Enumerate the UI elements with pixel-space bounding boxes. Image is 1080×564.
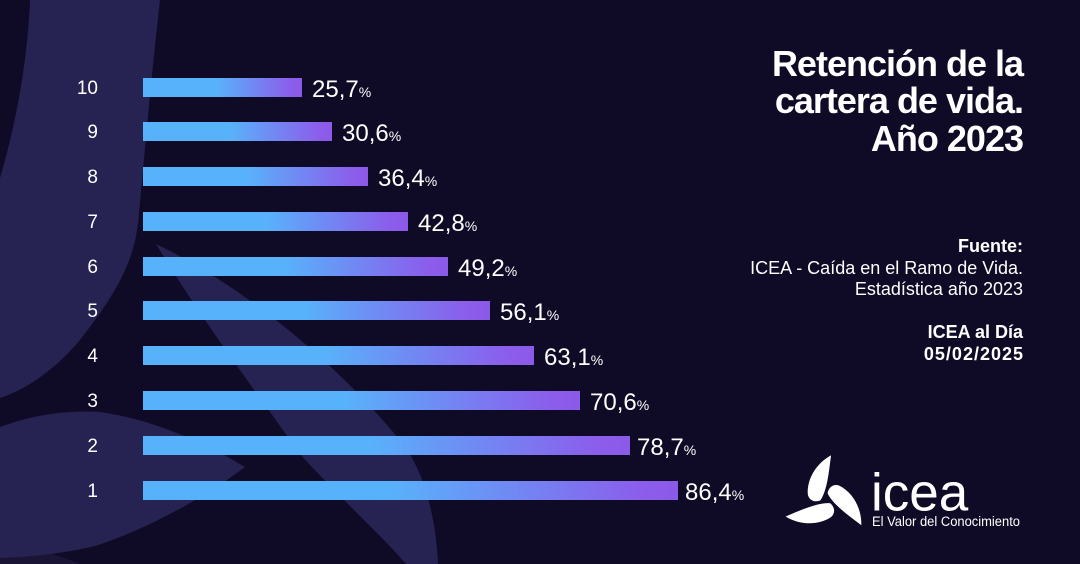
- svg-text:icea: icea: [871, 464, 969, 523]
- svg-text:El Valor del Conocimiento: El Valor del Conocimiento: [872, 514, 1020, 529]
